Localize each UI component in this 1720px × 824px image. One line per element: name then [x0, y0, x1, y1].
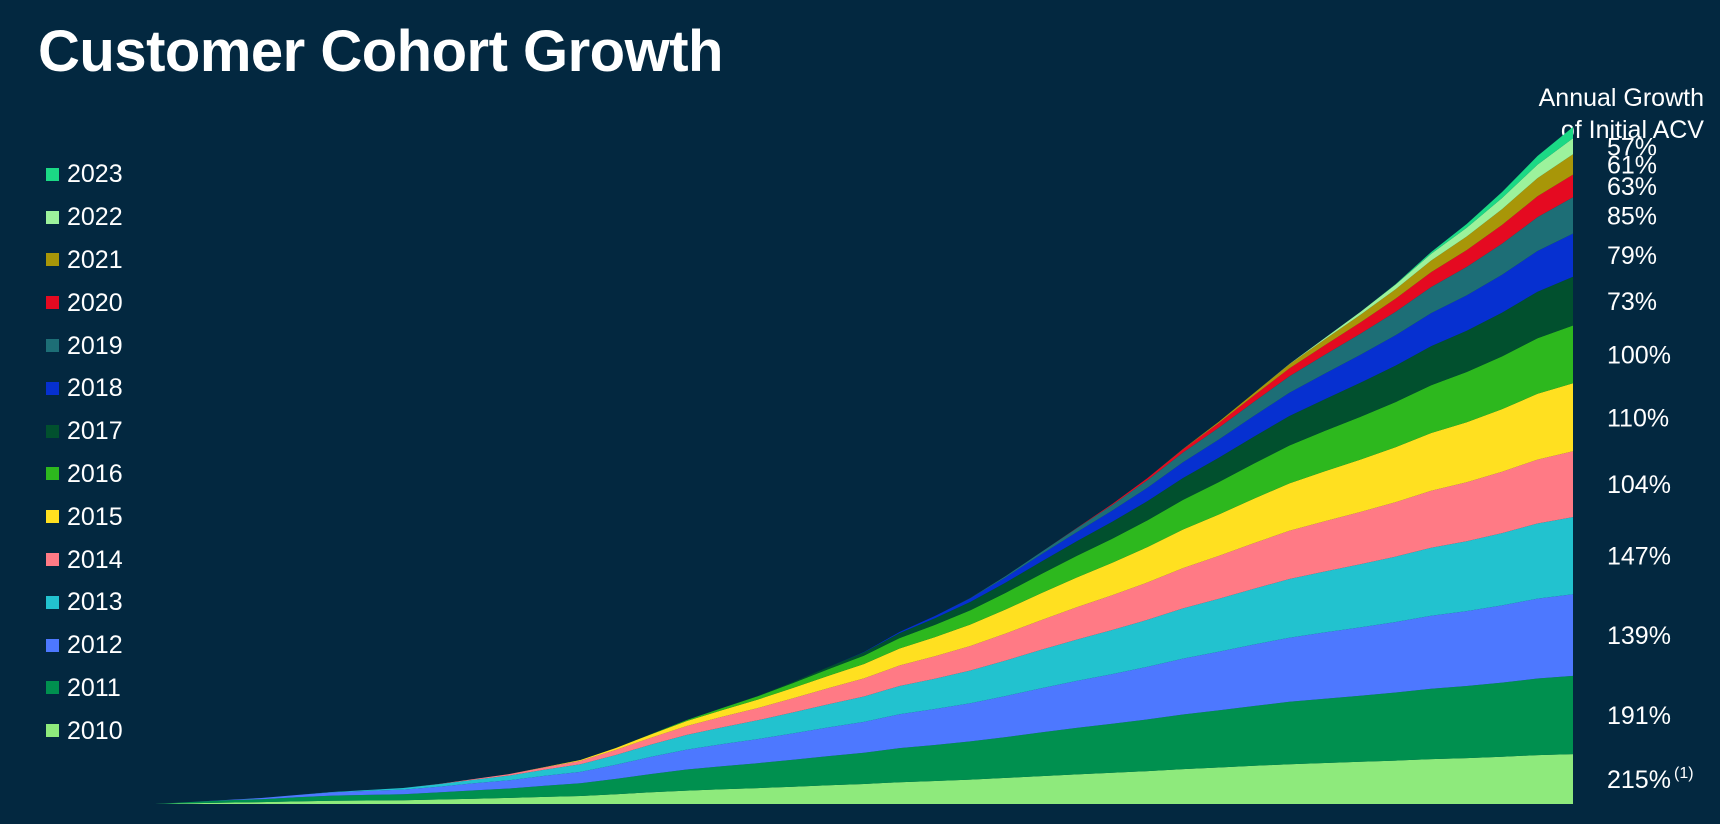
growth-header-line-1: Annual Growth [1538, 84, 1704, 112]
legend-swatch [46, 681, 59, 695]
growth-label-2014: 104% [1607, 471, 1671, 499]
legend-item-2010: 2010 [46, 709, 123, 752]
legend-label: 2014 [67, 545, 123, 574]
legend-item-2023: 2023 [46, 153, 123, 196]
growth-label-2021: 61% [1607, 151, 1657, 179]
legend-item-2017: 2017 [46, 410, 123, 453]
footnote-marker: (1) [1674, 765, 1694, 782]
legend-item-2021: 2021 [46, 239, 123, 282]
growth-label-2013: 147% [1607, 543, 1671, 571]
legend-swatch [46, 381, 59, 395]
legend: 2023 2022 2021 2020 2019 2018 2017 2016 2015 2014… [46, 153, 123, 752]
legend-swatch [46, 467, 59, 481]
legend-item-2012: 2012 [46, 624, 123, 667]
area-series-2010 [155, 754, 1573, 804]
page-title: Customer Cohort Growth [38, 19, 723, 84]
legend-label: 2023 [67, 160, 123, 189]
legend-label: 2017 [67, 417, 123, 446]
growth-label-2015: 110% [1607, 404, 1669, 432]
legend-item-2019: 2019 [46, 324, 123, 367]
legend-item-2013: 2013 [46, 581, 123, 624]
legend-item-2014: 2014 [46, 538, 123, 581]
legend-label: 2020 [67, 288, 123, 317]
legend-label: 2011 [67, 673, 121, 702]
area-series-2011 [155, 675, 1573, 804]
legend-swatch [46, 510, 59, 524]
growth-label-2016: 100% [1607, 341, 1671, 369]
legend-item-2018: 2018 [46, 367, 123, 410]
legend-label: 2016 [67, 459, 123, 488]
legend-label: 2015 [67, 502, 123, 531]
legend-label: 2012 [67, 631, 123, 660]
legend-swatch [46, 553, 59, 567]
legend-swatch [46, 210, 59, 224]
legend-swatch [46, 424, 59, 438]
growth-label-2017: 73% [1607, 288, 1657, 316]
legend-swatch [46, 253, 59, 267]
legend-label: 2013 [67, 588, 123, 617]
growth-label-2020: 63% [1607, 173, 1657, 201]
legend-swatch [46, 724, 59, 738]
growth-header-line-2: of Initial ACV [1560, 116, 1704, 144]
legend-swatch [46, 638, 59, 652]
growth-header: Annual Growth of Initial ACV [1484, 82, 1704, 146]
legend-label: 2010 [67, 716, 123, 745]
growth-label-2011: 191% [1607, 702, 1671, 730]
growth-label-2010: 215% [1607, 766, 1671, 794]
growth-label-2019: 85% [1607, 203, 1657, 231]
growth-label-2022: 57% [1607, 133, 1657, 161]
area-series-2012 [155, 594, 1573, 804]
legend-swatch [46, 339, 59, 353]
legend-item-2015: 2015 [46, 495, 123, 538]
legend-swatch [46, 595, 59, 609]
legend-item-2011: 2011 [46, 667, 123, 710]
legend-item-2016: 2016 [46, 453, 123, 496]
legend-label: 2021 [67, 245, 123, 274]
legend-swatch [46, 167, 59, 181]
legend-swatch [46, 296, 59, 310]
legend-label: 2018 [67, 374, 123, 403]
legend-item-2020: 2020 [46, 281, 123, 324]
legend-item-2022: 2022 [46, 196, 123, 239]
growth-label-2018: 79% [1607, 242, 1657, 270]
growth-label-2012: 139% [1607, 622, 1671, 650]
legend-label: 2022 [67, 203, 123, 232]
legend-label: 2019 [67, 331, 123, 360]
